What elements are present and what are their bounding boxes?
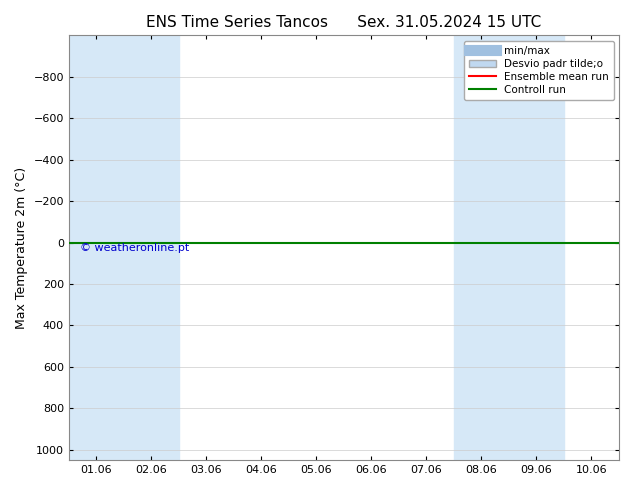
Bar [124,35,179,460]
Legend: min/max, Desvio padr tilde;o, Ensemble mean run, Controll run: min/max, Desvio padr tilde;o, Ensemble m… [464,41,614,100]
Y-axis label: Max Temperature 2m (°C): Max Temperature 2m (°C) [15,167,28,329]
Bar [509,35,564,460]
Bar [69,35,124,460]
Text: © weatheronline.pt: © weatheronline.pt [80,243,189,253]
Title: ENS Time Series Tancos      Sex. 31.05.2024 15 UTC: ENS Time Series Tancos Sex. 31.05.2024 1… [146,15,541,30]
Bar [454,35,509,460]
